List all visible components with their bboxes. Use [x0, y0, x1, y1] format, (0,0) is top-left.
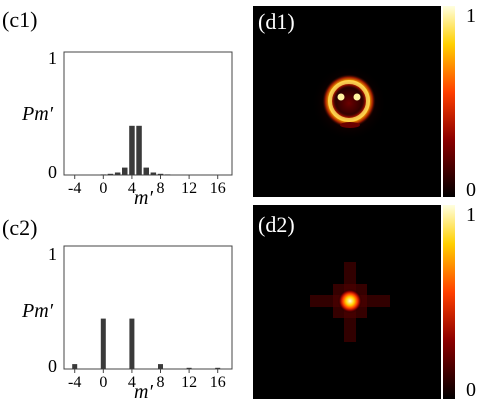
x-ticks-c2: -4 0 4 8 12 16: [68, 369, 226, 391]
y-axis-label-c2: Pm′: [21, 300, 54, 322]
colorbar-tick-0-d1: 0: [466, 179, 476, 201]
ring-spot-d1a: [337, 93, 345, 101]
panel-label-c2: (c2): [2, 215, 37, 240]
x-tick-label: 4: [128, 180, 136, 197]
bar-c1-m5: [136, 125, 142, 175]
x-tick-label: 4: [128, 374, 136, 391]
y-tick-0-c1: 0: [48, 162, 57, 182]
lower-lobe-d1: [340, 122, 360, 128]
panel-label-c1: (c1): [2, 7, 37, 32]
x-tick-label: 12: [181, 374, 197, 391]
bar-c2-m8: [158, 364, 163, 369]
panel-label-d1: (d1): [258, 9, 295, 34]
bar-c1-m3: [122, 167, 128, 175]
colorbar-tick-0-d2: 0: [466, 379, 476, 401]
heatmap-d2: (d2): [253, 205, 441, 399]
x-tick-label: 12: [181, 180, 197, 197]
y-tick-1-c2: 1: [48, 244, 57, 264]
y-tick-0-c2: 0: [48, 356, 57, 376]
bar-chart-c2: 1 0 Pm′ -4 0 4 8 12 16 m′: [21, 244, 233, 402]
bar-c1-m9: [164, 174, 171, 176]
bar-c1-m0: [100, 174, 107, 176]
bars-c2: [72, 318, 221, 369]
bar-c2-m12: [186, 367, 192, 369]
colorbar-tick-1-d1: 1: [466, 5, 476, 27]
plot-frame-c1: [63, 51, 233, 176]
heatmap-d1: (d1): [253, 6, 441, 197]
y-tick-1-c1: 1: [48, 48, 57, 68]
bar-c1-m8: [157, 173, 164, 175]
x-tick-label: 16: [210, 374, 226, 391]
ring-highlight-d1: [328, 80, 370, 122]
x-tick-label: 0: [99, 374, 107, 391]
center-spot-d2: [338, 289, 362, 313]
bar-c2-m0: [100, 318, 106, 369]
x-ticks-c1: -4 0 4 8 12 16: [68, 175, 226, 197]
colorbar-d2: [443, 205, 455, 399]
x-axis-label-c2: m′: [134, 381, 153, 402]
bar-c2-m4: [129, 318, 135, 369]
bar-c1-m6: [143, 167, 149, 175]
plot-frame-c2: [63, 245, 233, 370]
x-tick-label: 0: [99, 180, 107, 197]
colorbar-tick-1-d2: 1: [466, 204, 476, 226]
panel-label-d2: (d2): [258, 212, 295, 237]
y-axis-label-c1: Pm′: [21, 103, 54, 125]
x-axis-label-c1: m′: [134, 187, 153, 209]
x-tick-label: -4: [68, 374, 81, 391]
bar-c1-m2: [114, 172, 121, 175]
bar-chart-c1: 1 0 Pm′ -4 0 4 8 12 16 m′: [21, 48, 233, 209]
bars-c1: [100, 125, 171, 176]
bar-c1-m4: [129, 125, 135, 175]
x-tick-label: 8: [157, 374, 165, 391]
colorbar-d1: [443, 6, 455, 197]
bar-c2-m16: [215, 367, 221, 369]
x-tick-label: -4: [68, 180, 81, 197]
bar-c1-m1: [107, 173, 114, 175]
ring-spot-d1b: [353, 93, 361, 101]
bar-c2-m-4: [72, 364, 78, 369]
x-tick-label: 8: [157, 180, 165, 197]
x-tick-label: 16: [210, 180, 226, 197]
bar-c1-m7: [150, 172, 157, 175]
